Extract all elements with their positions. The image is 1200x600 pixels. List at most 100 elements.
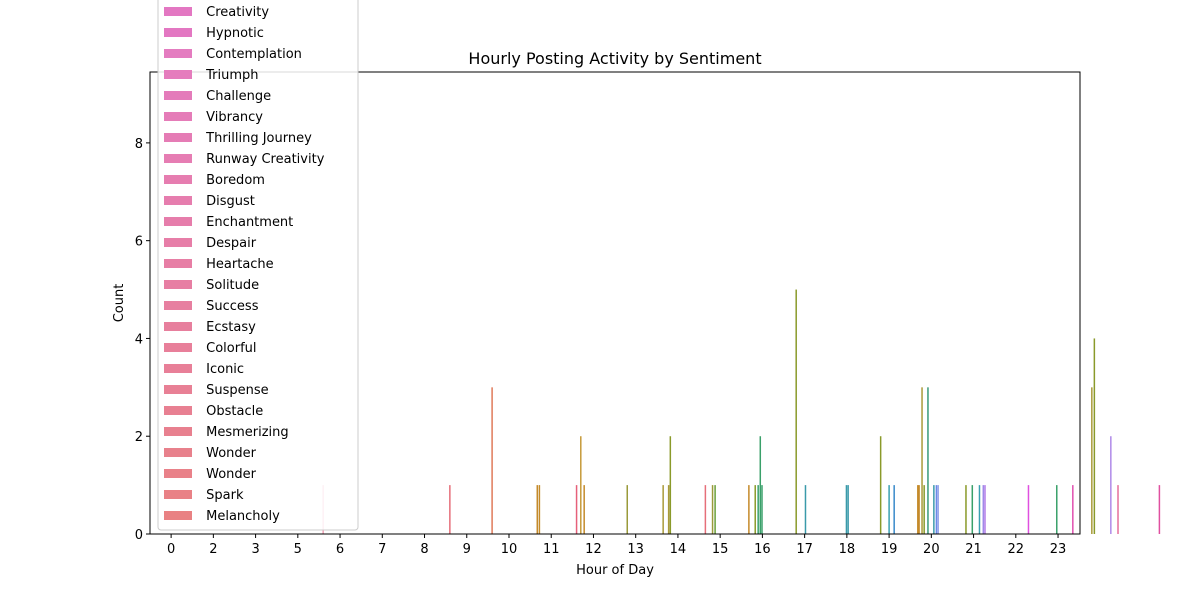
bar-29 xyxy=(921,387,923,534)
bar-17 xyxy=(757,485,759,534)
legend-swatch-9 xyxy=(164,196,192,205)
legend-label-1: Hypnotic xyxy=(202,26,264,41)
x-tick-label-13: 15 xyxy=(712,542,729,557)
bar-15 xyxy=(748,485,750,534)
legend-swatch-22 xyxy=(164,469,192,478)
x-tick-label-11: 13 xyxy=(627,542,644,557)
legend-label-11: Despair xyxy=(202,236,257,251)
legend-label-5: Vibrancy xyxy=(202,110,263,125)
x-tick-label-21: 23 xyxy=(1050,542,1067,557)
legend-label-18: Suspense xyxy=(202,383,269,398)
bar-3 xyxy=(536,485,539,534)
legend-label-14: Success xyxy=(202,299,259,314)
legend-swatch-5 xyxy=(164,112,192,121)
bar-19 xyxy=(761,485,763,534)
y-tick-label-0: 0 xyxy=(135,528,143,543)
bar-21 xyxy=(804,485,807,534)
legend-swatch-18 xyxy=(164,385,192,394)
legend-label-2: Contemplation xyxy=(202,47,302,62)
bar-37 xyxy=(978,485,981,534)
y-tick-label-1: 2 xyxy=(135,430,143,445)
x-tick-label-10: 12 xyxy=(585,542,602,557)
bar-34 xyxy=(937,485,939,534)
legend-swatch-6 xyxy=(164,133,192,142)
bar-1 xyxy=(449,485,451,534)
legend-swatch-19 xyxy=(164,406,192,415)
bar-16 xyxy=(754,485,756,534)
bar-23 xyxy=(847,485,849,534)
legend-label-20: Mesmerizing xyxy=(202,425,289,440)
x-tick-label-12: 14 xyxy=(670,542,687,557)
legend-label-22: Wonder xyxy=(202,467,257,482)
y-axis-ticks: 0 2 4 6 8 xyxy=(135,137,150,543)
x-tick-label-1: 2 xyxy=(209,542,217,557)
bar-31 xyxy=(927,387,929,534)
bar-32 xyxy=(933,485,935,534)
legend-label-13: Solitude xyxy=(202,278,259,293)
legend-swatch-2 xyxy=(164,49,192,58)
legend-swatch-21 xyxy=(164,448,192,457)
bar-26 xyxy=(893,485,895,534)
bar-40 xyxy=(1027,485,1030,534)
y-tick-label-3: 6 xyxy=(135,235,143,250)
y-tick-label-2: 4 xyxy=(135,332,143,347)
legend-swatch-10 xyxy=(164,217,192,226)
bar-39 xyxy=(984,485,986,534)
x-axis-label: Hour of Day xyxy=(576,563,654,578)
y-axis-label: Count xyxy=(112,284,127,323)
legend-swatch-0 xyxy=(164,7,192,16)
legend-label-21: Wonder xyxy=(202,446,257,461)
legend-label-8: Boredom xyxy=(202,173,265,188)
legend-label-24: Melancholy xyxy=(202,509,280,524)
legend-swatch-15 xyxy=(164,322,192,331)
x-tick-label-16: 18 xyxy=(839,542,856,557)
legend-label-6: Thrilling Journey xyxy=(202,131,312,146)
legend-swatch-3 xyxy=(164,70,192,79)
bar-46 xyxy=(1117,485,1119,534)
bar-7 xyxy=(583,485,585,534)
bar-2 xyxy=(491,387,493,534)
bar-14 xyxy=(714,485,716,534)
x-tick-label-15: 17 xyxy=(796,542,813,557)
bar-47 xyxy=(1158,485,1161,534)
legend-label-4: Challenge xyxy=(202,89,271,104)
x-tick-label-3: 5 xyxy=(294,542,302,557)
bar-6 xyxy=(580,436,582,534)
legend-label-3: Triumph xyxy=(202,68,259,83)
bar-5 xyxy=(575,485,578,534)
legend-swatch-11 xyxy=(164,238,192,247)
bar-43 xyxy=(1091,387,1093,534)
bar-9 xyxy=(662,485,664,534)
x-tick-label-7: 9 xyxy=(463,542,471,557)
x-tick-label-5: 7 xyxy=(378,542,386,557)
chart-title: Hourly Posting Activity by Sentiment xyxy=(468,49,761,68)
legend-swatch-20 xyxy=(164,427,192,436)
legend-label-9: Disgust xyxy=(202,194,255,209)
plot-frame xyxy=(149,71,1081,535)
legend-swatch-16 xyxy=(164,343,192,352)
bar-22 xyxy=(845,485,848,534)
x-tick-label-8: 10 xyxy=(501,542,518,557)
legend-label-19: Obstacle xyxy=(202,404,263,419)
legend: Creativity Hypnotic Contemplation Triump… xyxy=(157,0,359,531)
bar-4 xyxy=(538,485,541,534)
legend-swatch-12 xyxy=(164,259,192,268)
bar-24 xyxy=(879,436,882,534)
legend-swatch-4 xyxy=(164,91,192,100)
bar-44 xyxy=(1093,338,1096,534)
bar-45 xyxy=(1110,436,1112,534)
bar-28 xyxy=(918,485,920,534)
bar-25 xyxy=(888,485,890,534)
bar-30 xyxy=(923,485,925,534)
legend-label-7: Runway Creativity xyxy=(202,152,325,167)
legend-swatch-17 xyxy=(164,364,192,373)
legend-label-10: Enchantment xyxy=(202,215,293,230)
legend-swatch-24 xyxy=(164,511,192,520)
x-tick-label-4: 6 xyxy=(336,542,344,557)
x-tick-label-2: 3 xyxy=(251,542,259,557)
legend-swatch-8 xyxy=(164,175,192,184)
x-tick-label-20: 22 xyxy=(1008,542,1025,557)
legend-label-16: Colorful xyxy=(202,341,257,356)
legend-swatch-14 xyxy=(164,301,192,310)
